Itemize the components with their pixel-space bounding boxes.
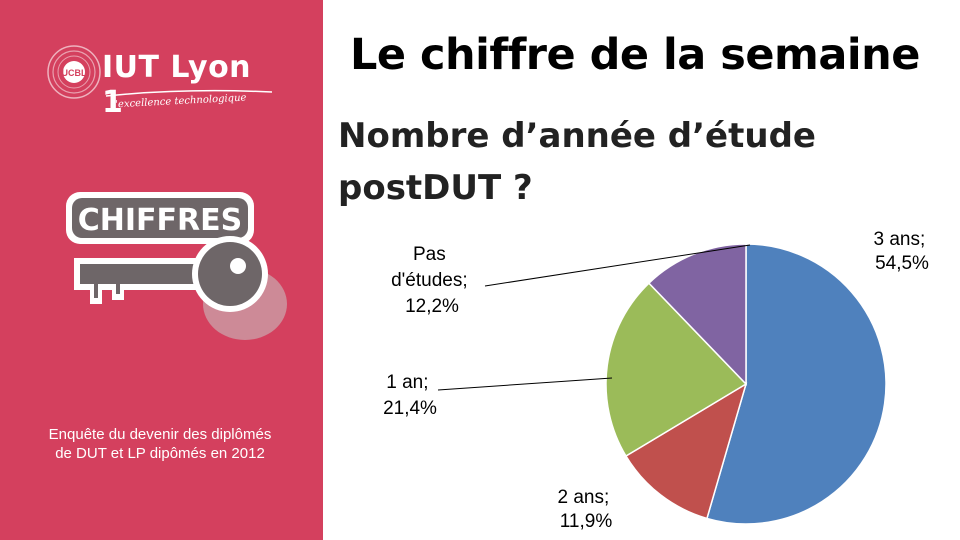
logo-underline-icon <box>105 89 273 97</box>
iut-lyon-logo: UCBL IUT Lyon 1 l'excellence technologiq… <box>44 36 273 126</box>
slice-label-2ans: 2 ans; 11,9% <box>557 487 614 532</box>
slice-label-3ans-name: 3 ans; <box>873 229 925 250</box>
slice-label-3ans-value: 54,5% <box>875 253 929 274</box>
chart-question: Nombre d’année d’étude postDUT ? <box>338 116 816 208</box>
leader-lines <box>437 244 751 391</box>
slice-label-pas-name-1: Pas <box>413 244 446 265</box>
ucbl-badge-text: UCBL <box>62 68 87 78</box>
chiffres-badge-text: CHIFFRES <box>78 203 242 238</box>
pie-slice-2ans <box>624 382 748 520</box>
pie-slice-pas <box>647 243 747 386</box>
pie-slice-3ans <box>706 243 887 525</box>
ucbl-swirl-icon: UCBL <box>47 45 101 99</box>
slice-label-1an: 1 an; 21,4% <box>383 372 437 419</box>
slice-label-pas-name-2: d'études; <box>391 270 468 291</box>
slice-label-2ans-value: 11,9% <box>560 511 613 532</box>
slice-label-3ans: 3 ans; 54,5% <box>873 229 930 274</box>
leader-line-1an <box>437 377 613 391</box>
pie-slice-1an <box>605 282 748 458</box>
leader-line-pas <box>484 244 751 287</box>
slice-label-2ans-name: 2 ans; <box>557 487 609 508</box>
survey-note: Enquête du devenir des diplômés de DUT e… <box>48 426 272 462</box>
slice-label-1an-value: 21,4% <box>383 398 437 419</box>
slice-label-1an-name: 1 an; <box>386 372 428 393</box>
pie-chart: 3 ans; 54,5% 2 ans; 11,9% 1 an; 21,4% Pa… <box>383 229 930 532</box>
sidebar: UCBL IUT Lyon 1 l'excellence technologiq… <box>0 0 323 540</box>
slice-label-pas: Pas d'études; 12,2% <box>391 244 473 317</box>
slice-label-pas-value: 12,2% <box>405 296 459 317</box>
logo-name: IUT Lyon 1 <box>102 50 252 120</box>
page-title: Le chiffre de la semaine <box>350 30 920 80</box>
chiffres-key-icon: CHIFFRES <box>66 192 287 340</box>
pie-slices <box>605 243 887 525</box>
